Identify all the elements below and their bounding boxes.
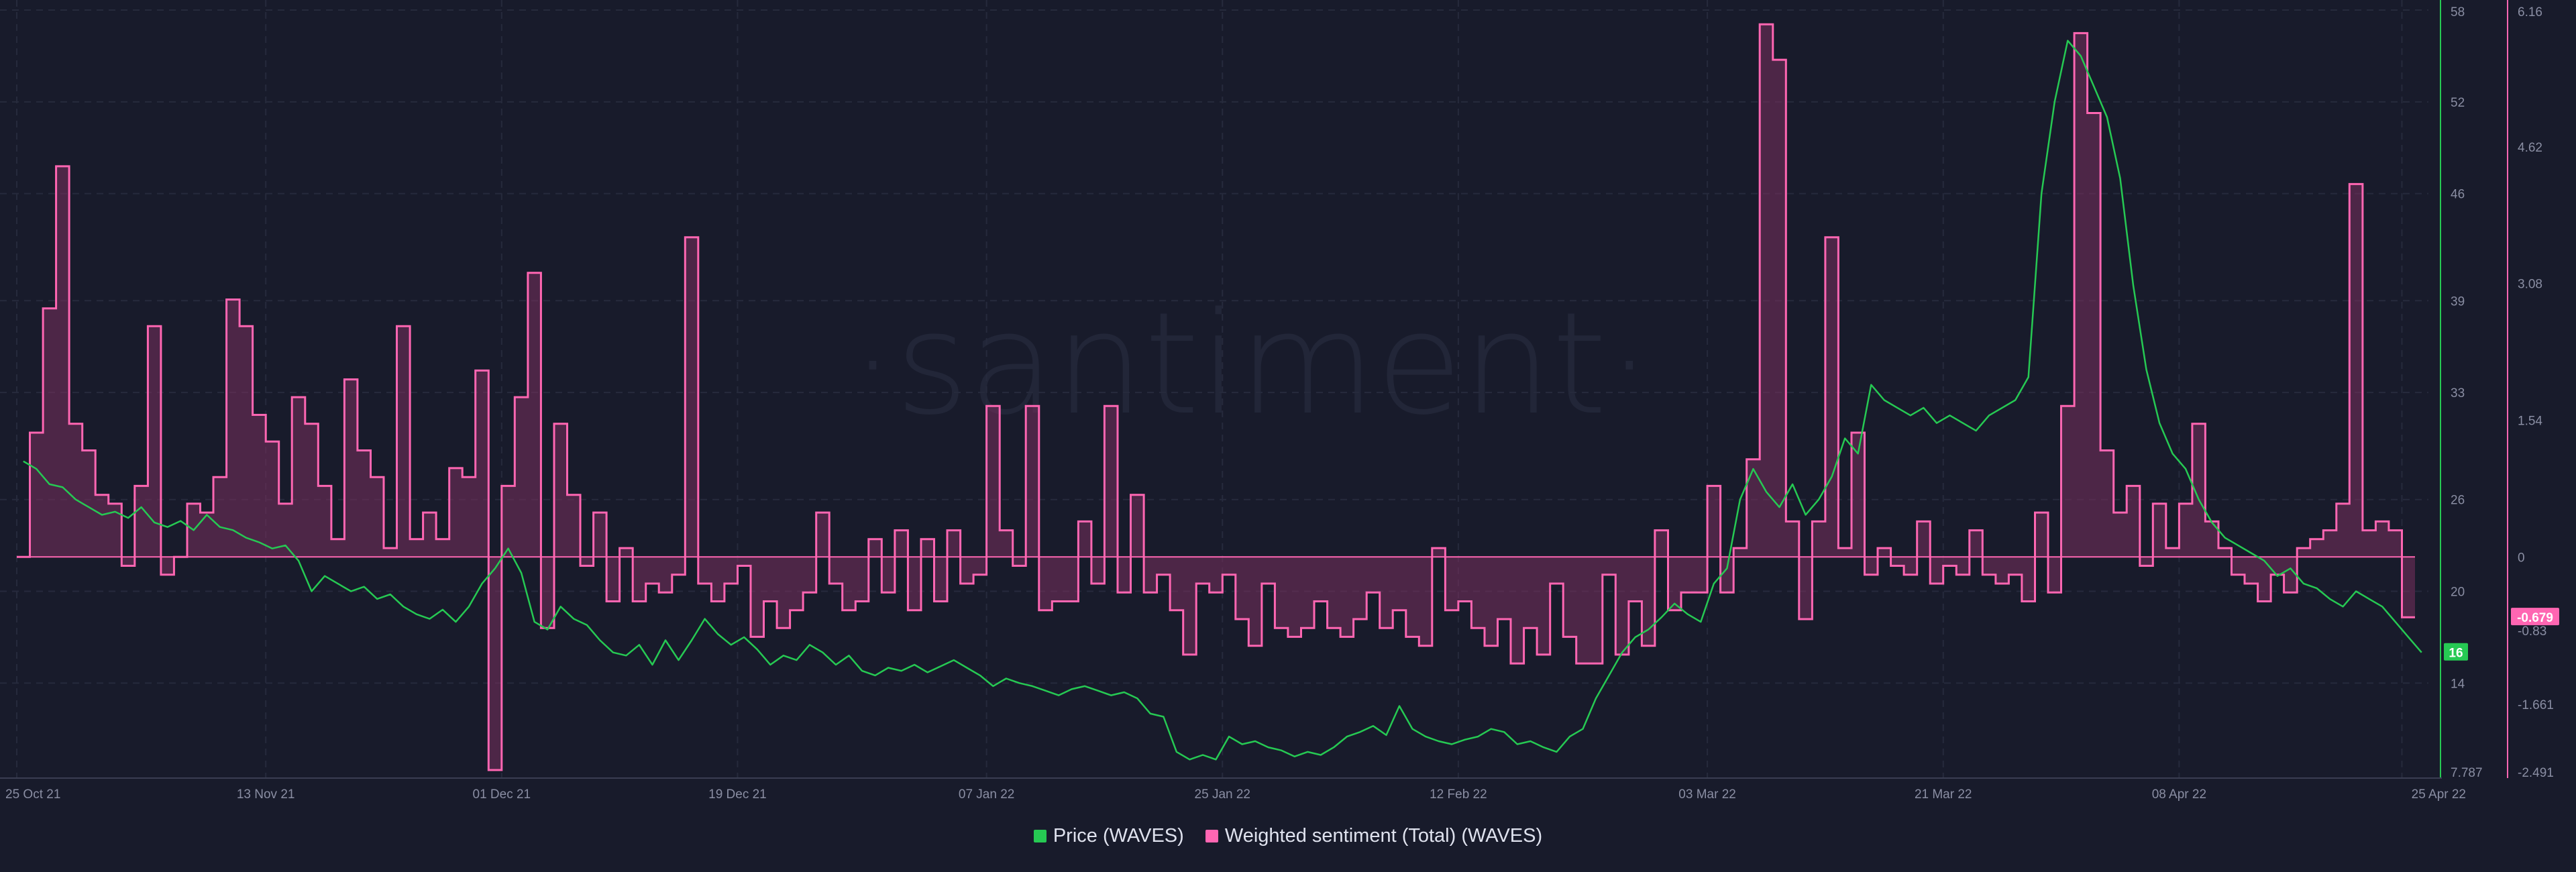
sentiment-line	[17, 23, 2415, 771]
sentiment-swatch	[1205, 830, 1218, 842]
legend-label-price: Price (WAVES)	[1053, 825, 1184, 847]
x-tick-label: 13 Nov 21	[237, 787, 295, 802]
price-tick-label: 7.787	[2451, 766, 2483, 780]
price-last-value: 16	[2449, 647, 2463, 661]
x-tick-label: 25 Oct 21	[5, 787, 60, 802]
legend-item-price[interactable]: Price (WAVES)	[1033, 825, 1184, 847]
sentiment-last-value: -0.679	[2517, 611, 2553, 625]
sentiment-tick-label: 3.08	[2518, 278, 2542, 292]
price-last-value-badge	[2444, 643, 2468, 661]
price-axis: 58 52 46 39 33 26 20 14 7.787	[2451, 5, 2483, 780]
sentiment-axis: 6.16 4.62 3.08 1.54 0 -0.83 -1.661 -2.491	[2518, 5, 2554, 780]
price-tick-label: 52	[2451, 96, 2465, 110]
sentiment-area	[17, 24, 2415, 771]
sentiment-tick-label: -1.661	[2518, 698, 2554, 712]
price-tick-label: 39	[2451, 294, 2465, 309]
sentiment-tick-label: -2.491	[2518, 766, 2554, 780]
sentiment-tick-label: 6.16	[2518, 5, 2542, 19]
price-tick-label: 46	[2451, 188, 2465, 202]
x-tick-label: 19 Dec 21	[708, 787, 767, 802]
x-tick-label: 01 Dec 21	[473, 787, 531, 802]
sentiment-series	[17, 23, 2415, 771]
x-tick-label: 25 Jan 22	[1195, 787, 1250, 802]
sentiment-tick-label: -0.83	[2518, 624, 2546, 639]
x-tick-label: 12 Feb 22	[1430, 787, 1487, 802]
x-tick-label: 21 Mar 22	[1915, 787, 1972, 802]
sentiment-tick-label: 4.62	[2518, 141, 2542, 155]
legend-item-sentiment[interactable]: Weighted sentiment (Total) (WAVES)	[1205, 825, 1542, 847]
x-axis: 25 Oct 21 13 Nov 21 01 Dec 21 19 Dec 21 07 J…	[5, 787, 2466, 802]
price-tick-label: 33	[2451, 386, 2465, 400]
sentiment-last-value-badge	[2511, 608, 2559, 626]
price-swatch	[1033, 830, 1046, 842]
price-tick-label: 14	[2451, 677, 2465, 691]
x-tick-label: 03 Mar 22	[1678, 787, 1736, 802]
x-tick-label: 07 Jan 22	[959, 787, 1014, 802]
chart-legend: Price (WAVES) Weighted sentiment (Total)…	[0, 825, 2576, 847]
sentiment-tick-label: 1.54	[2518, 414, 2542, 428]
price-series	[23, 40, 2422, 761]
price-tick-label: 20	[2451, 586, 2465, 600]
legend-label-sentiment: Weighted sentiment (Total) (WAVES)	[1224, 825, 1543, 847]
x-tick-label: 25 Apr 22	[2412, 787, 2466, 802]
sentiment-tick-label: 0	[2518, 551, 2525, 565]
price-tick-label: 26	[2451, 494, 2465, 508]
santiment-watermark: ·santiment·	[851, 282, 1652, 446]
price-tick-label: 58	[2451, 5, 2465, 19]
price-line	[23, 40, 2422, 761]
x-tick-label: 08 Apr 22	[2152, 787, 2206, 802]
chart-axes: 16 -0.679	[0, 0, 2559, 779]
